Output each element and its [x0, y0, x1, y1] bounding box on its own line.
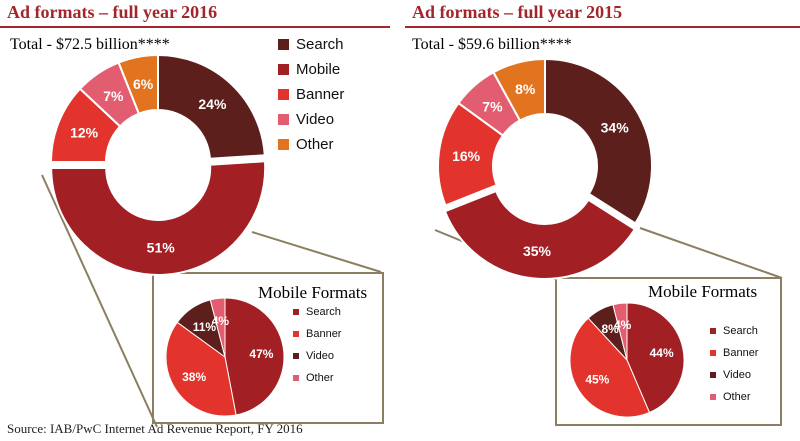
source-note: Source: IAB/PwC Internet Ad Revenue Repo… [7, 421, 303, 436]
mobile-legend-2015: Search Banner Video Other [710, 320, 758, 408]
mobile-legend-item-video: Video [293, 345, 341, 367]
mobile-legend-2015-label-other: Other [723, 391, 751, 403]
donut-2016-slice-search [157, 53, 266, 160]
mobile-legend-label-banner: Banner [306, 328, 342, 340]
mobile-legend-2015-item-video: Video [710, 364, 758, 386]
donut-2016-slice-mobile [50, 160, 267, 276]
mobile-legend-swatch-video [293, 353, 299, 359]
mobile-2015-label-video: 8% [601, 322, 619, 336]
donut-2016-label-banner: 12% [70, 125, 99, 141]
connector-2016-left [41, 174, 158, 428]
donut-2015-label-other: 8% [515, 81, 536, 97]
mobile-legend-swatch-search [293, 309, 299, 315]
mobile-legend-label-other: Other [306, 372, 334, 384]
donut-2015-label-banner: 16% [452, 148, 481, 164]
mobile-legend-item-banner: Banner [293, 323, 341, 345]
donut-2016-label-other: 6% [133, 76, 154, 92]
mobile-2016-slice-search [224, 297, 285, 416]
mobile-legend-2015-label-search: Search [723, 325, 758, 337]
mobile-legend-item-search: Search [293, 301, 341, 323]
mobile-legend-2015-swatch-video [710, 372, 716, 378]
mobile-2015-label-search: 44% [650, 346, 674, 360]
mobile-2016-label-search: 47% [249, 347, 273, 361]
donut-2016-label-video: 7% [103, 88, 124, 104]
mobile-2015-slice-other [612, 302, 628, 361]
legend-item-banner: Banner [278, 82, 344, 107]
mobile-2015-label-banner: 45% [585, 372, 609, 386]
title-rule-2016 [0, 26, 390, 28]
mobile-legend-2015-swatch-search [710, 328, 716, 334]
donut-2015-slice-search [544, 57, 653, 225]
panel-title-2015: Ad formats – full year 2015 [412, 2, 623, 22]
legend-label-banner: Banner [296, 86, 345, 103]
legend-swatch-video [278, 114, 289, 125]
mobile-2016-slice-banner [165, 321, 237, 417]
legend-swatch-other [278, 139, 289, 150]
donut-2015-slice-other [492, 57, 546, 122]
legend-item-mobile: Mobile [278, 57, 344, 82]
total-2016: Total - $72.5 billion**** [10, 36, 170, 53]
mobile-legend-2015-label-banner: Banner [723, 347, 759, 359]
legend-item-other: Other [278, 132, 344, 157]
mobile-legend-swatch-other [293, 375, 299, 381]
mobile-legend-2015-swatch-other [710, 394, 716, 400]
mobile-2016-label-other: 4% [212, 314, 230, 328]
mobile-legend-2015-swatch-banner [710, 350, 716, 356]
mobile-formats-title-2016: Mobile Formats [258, 283, 368, 302]
legend-swatch-banner [278, 89, 289, 100]
mobile-legend-2015-label-video: Video [723, 369, 751, 381]
legend-swatch-mobile [278, 64, 289, 75]
donut-2016-label-mobile: 51% [147, 239, 176, 255]
mobile-legend-item-other: Other [293, 367, 341, 389]
mobile-2015-label-other: 4% [614, 318, 632, 332]
mobile-legend-label-video: Video [306, 350, 334, 362]
legend-label-search: Search [296, 36, 344, 53]
donut-2015-label-video: 7% [482, 98, 503, 114]
title-rule-2015 [405, 26, 800, 28]
panel-title-2016: Ad formats – full year 2016 [7, 2, 218, 22]
donut-2016-slice-other [117, 53, 159, 115]
mobile-formats-title-2015: Mobile Formats [648, 282, 758, 301]
mobile-legend-2015-item-search: Search [710, 320, 758, 342]
mobile-legend-swatch-banner [293, 331, 299, 337]
donut-2016-label-search: 24% [198, 96, 227, 112]
legend-item-video: Video [278, 107, 344, 132]
mobile-2015-slice-banner [569, 317, 651, 418]
legend-2016: Search Mobile Banner Video Other [278, 32, 344, 157]
legend-item-search: Search [278, 32, 344, 57]
legend-label-mobile: Mobile [296, 61, 341, 78]
mobile-2015-slice-search [626, 302, 685, 414]
legend-label-video: Video [296, 111, 335, 128]
legend-label-other: Other [296, 136, 334, 153]
mobile-2016-slice-other [209, 297, 226, 358]
mobile-legend-2015-item-banner: Banner [710, 342, 758, 364]
connector-2016-right [251, 231, 382, 273]
mobile-pie-chart-2016: 47% 38% 11%4% [165, 297, 285, 417]
mobile-2016-label-banner: 38% [182, 370, 206, 384]
mobile-legend-2015-item-other: Other [710, 386, 758, 408]
donut-chart-2015: 34% 35% 16% 7% 8% [437, 57, 653, 280]
donut-2015-label-mobile: 35% [523, 243, 552, 259]
connector-2015-right [639, 227, 783, 279]
donut-2015-slice-mobile [443, 189, 637, 280]
total-2015: Total - $59.6 billion**** [412, 36, 572, 53]
donut-2015-label-search: 34% [601, 120, 630, 136]
mobile-legend-label-search: Search [306, 306, 341, 318]
mobile-pie-chart-2015: 44% 45% 8%4% [569, 302, 685, 418]
donut-chart-2016: 24% 51% 12% 7% 6% [49, 53, 267, 276]
mobile-legend-2016: Search Banner Video Other [293, 301, 341, 389]
legend-swatch-search [278, 39, 289, 50]
mobile-2016-label-video: 11% [193, 320, 217, 334]
